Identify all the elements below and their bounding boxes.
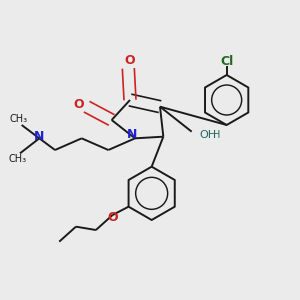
Text: O: O: [73, 98, 84, 112]
Text: OH: OH: [199, 130, 216, 140]
Text: CH₃: CH₃: [8, 154, 26, 164]
Text: O: O: [125, 55, 135, 68]
Text: N: N: [34, 130, 44, 143]
Text: H: H: [213, 130, 220, 140]
Text: O: O: [107, 211, 118, 224]
Text: CH₃: CH₃: [10, 114, 28, 124]
Text: N: N: [127, 128, 137, 141]
Text: Cl: Cl: [220, 55, 233, 68]
